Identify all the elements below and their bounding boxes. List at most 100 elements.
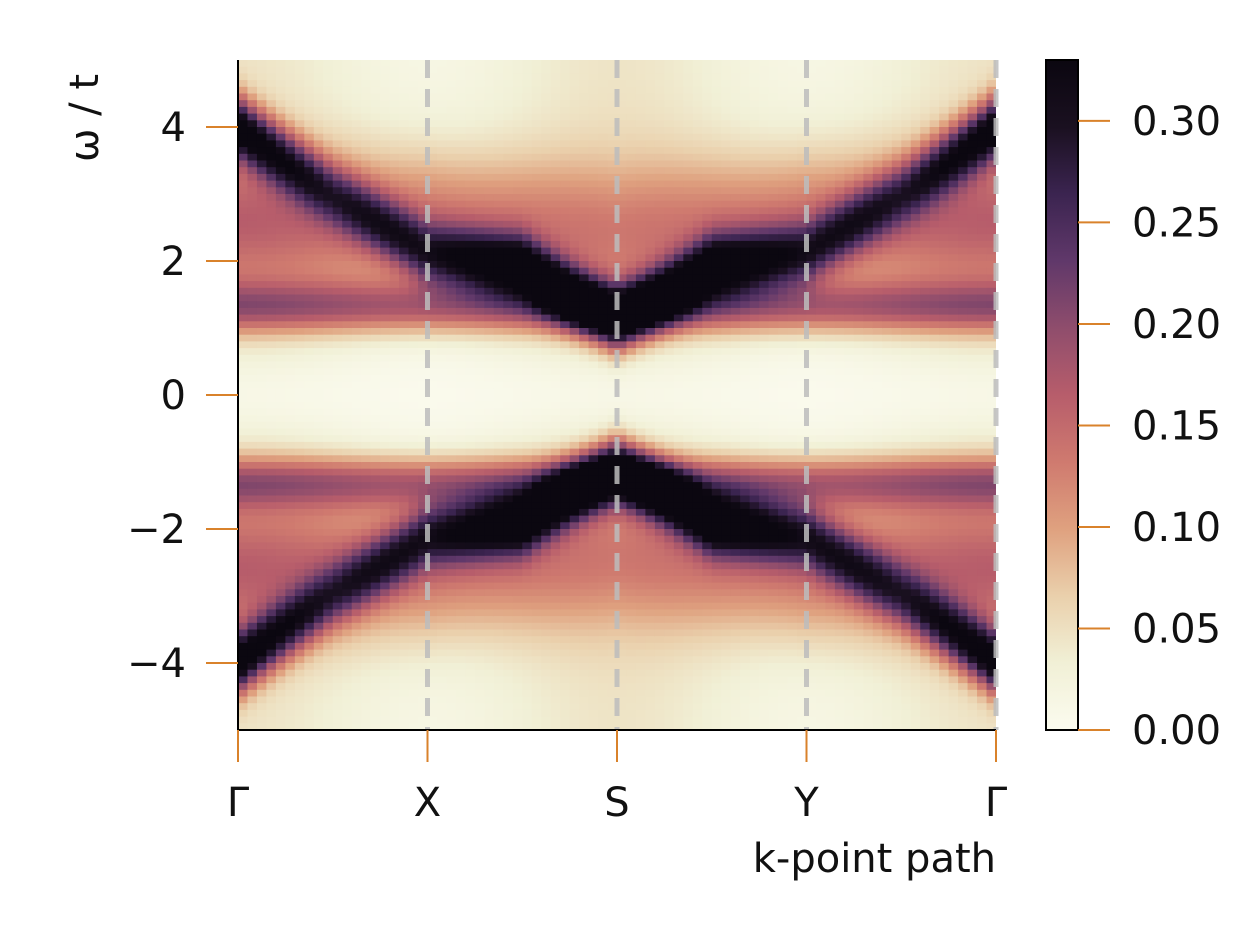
heatmap-cell	[683, 240, 694, 249]
heatmap-cell	[332, 334, 343, 342]
heatmap-cell	[569, 421, 580, 430]
heatmap-cell	[673, 488, 684, 497]
heatmap-cell	[436, 160, 448, 168]
heatmap-cell	[598, 683, 609, 691]
heatmap-cell	[361, 113, 372, 121]
heatmap-cell	[304, 267, 315, 275]
heatmap-cell	[692, 636, 703, 644]
heatmap-cell	[664, 73, 675, 81]
heatmap-cell	[266, 187, 277, 195]
heatmap-cell	[275, 455, 286, 463]
heatmap-cell	[427, 106, 438, 115]
heatmap-cell	[474, 703, 485, 711]
heatmap-cell	[503, 214, 514, 222]
heatmap-cell	[418, 113, 429, 121]
heatmap-cell	[673, 696, 684, 704]
heatmap-cell	[512, 354, 523, 363]
heatmap-cell	[569, 267, 580, 275]
heatmap-cell	[238, 220, 249, 229]
heatmap-cell	[560, 629, 571, 637]
heatmap-cell	[654, 354, 665, 363]
heatmap-cell	[541, 214, 552, 222]
heatmap-cell	[313, 395, 324, 403]
heatmap-cell	[692, 415, 703, 423]
heatmap-cell	[285, 703, 296, 711]
heatmap-cell	[408, 328, 419, 336]
heatmap-cell	[427, 642, 438, 651]
heatmap-cell	[607, 240, 618, 249]
heatmap-cell	[588, 502, 599, 510]
heatmap-cell	[275, 167, 286, 175]
heatmap-cell	[484, 207, 495, 215]
heatmap-cell	[673, 301, 684, 309]
heatmap-cell	[617, 448, 628, 456]
heatmap-cell	[436, 602, 448, 610]
heatmap-cell	[351, 569, 362, 577]
heatmap-cell	[560, 616, 571, 624]
heatmap-cell	[702, 622, 713, 631]
heatmap-cell	[446, 676, 457, 684]
heatmap-cell	[370, 488, 381, 497]
heatmap-cell	[275, 207, 286, 215]
heatmap-cell	[427, 549, 438, 557]
heatmap-cell	[389, 86, 400, 95]
heatmap-cell	[474, 147, 485, 155]
heatmap-cell	[285, 113, 296, 121]
heatmap-cell	[399, 187, 410, 195]
heatmap-cell	[436, 361, 448, 369]
heatmap-cell	[654, 167, 665, 175]
heatmap-cell	[323, 133, 334, 141]
heatmap-cell	[313, 689, 324, 698]
heatmap-cell	[399, 294, 410, 302]
heatmap-cell	[550, 602, 561, 610]
heatmap-cell	[380, 60, 391, 68]
heatmap-cell	[683, 294, 694, 302]
heatmap-cell	[635, 395, 647, 403]
heatmap-cell	[275, 562, 286, 570]
heatmap-cell	[323, 160, 334, 168]
heatmap-cell	[579, 274, 590, 282]
heatmap-cell	[275, 468, 286, 476]
heatmap-cell	[304, 287, 315, 296]
heatmap-cell	[474, 522, 485, 530]
heatmap-cell	[436, 301, 448, 309]
heatmap-cell	[531, 582, 542, 590]
heatmap-cell	[313, 374, 324, 383]
heatmap-cell	[607, 475, 618, 483]
heatmap-cell	[569, 482, 580, 490]
heatmap-cell	[351, 214, 362, 222]
heatmap-cell	[541, 502, 552, 510]
heatmap-cell	[342, 287, 353, 296]
heatmap-cell	[436, 723, 448, 730]
heatmap-cell	[332, 448, 343, 456]
heatmap-cell	[455, 167, 466, 175]
heatmap-cell	[455, 408, 466, 416]
heatmap-cell	[313, 609, 324, 617]
heatmap-cell	[541, 374, 552, 383]
heatmap-cell	[588, 66, 599, 74]
heatmap-cell	[455, 354, 466, 363]
heatmap-cell	[512, 482, 523, 490]
heatmap-cell	[455, 441, 466, 450]
heatmap-cell	[579, 502, 590, 510]
heatmap-cell	[673, 649, 684, 657]
heatmap-cell	[427, 589, 438, 597]
heatmap-cell	[342, 609, 353, 617]
heatmap-cell	[626, 569, 637, 577]
heatmap-cell	[512, 361, 523, 369]
heatmap-cell	[361, 642, 372, 651]
heatmap-cell	[465, 307, 476, 316]
heatmap-cell	[361, 240, 372, 249]
heatmap-cell	[598, 361, 609, 369]
heatmap-cell	[569, 596, 580, 604]
heatmap-cell	[531, 214, 542, 222]
heatmap-cell	[512, 388, 523, 396]
heatmap-cell	[683, 723, 694, 730]
heatmap-cell	[389, 334, 400, 342]
heatmap-cell	[522, 401, 533, 409]
heatmap-cell	[654, 361, 665, 369]
heatmap-cell	[493, 240, 504, 249]
heatmap-cell	[503, 301, 514, 309]
heatmap-cell	[626, 535, 637, 543]
heatmap-cell	[541, 448, 552, 456]
